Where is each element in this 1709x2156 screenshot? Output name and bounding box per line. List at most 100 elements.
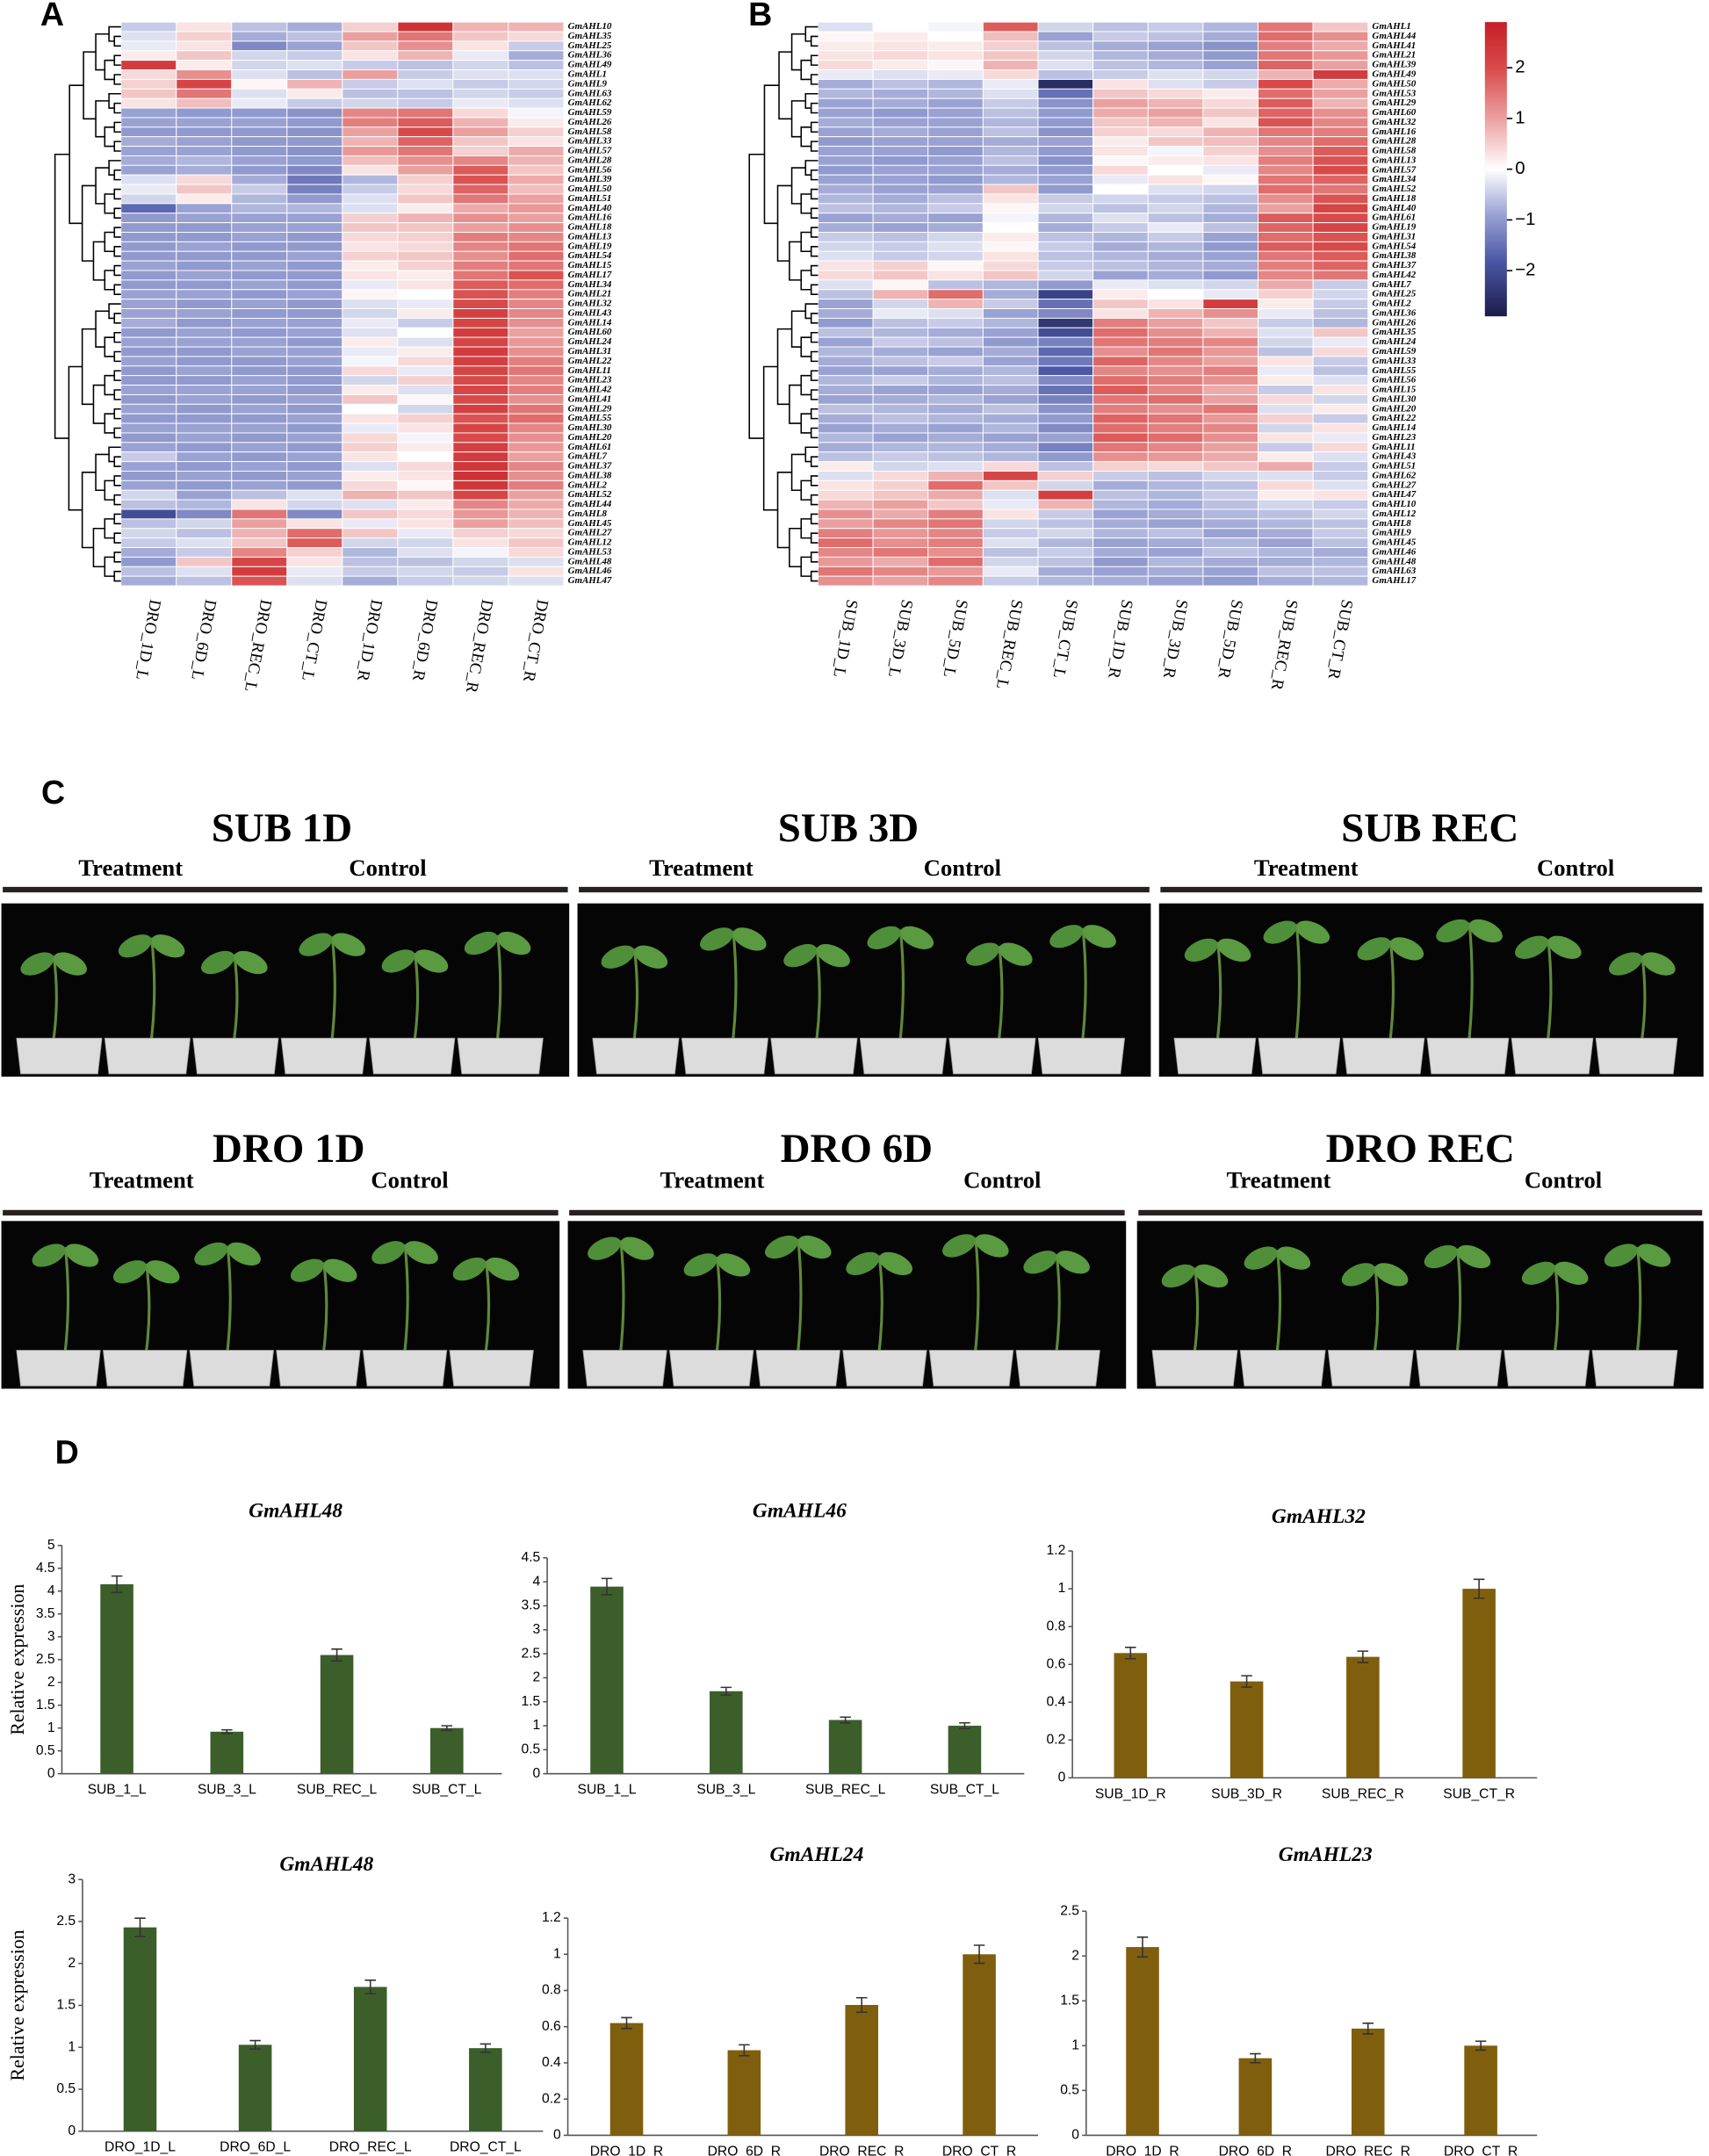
pot xyxy=(1327,1350,1414,1387)
heatmap-cell xyxy=(1147,250,1204,262)
heatmap-cell xyxy=(452,422,509,434)
heatmap-cell xyxy=(508,279,565,291)
plant-leaf xyxy=(53,952,87,976)
heatmap-cell xyxy=(231,393,288,405)
heatmap-cell xyxy=(1312,471,1369,481)
x-tick-label: DRO_REC_R xyxy=(819,2144,904,2156)
plant-leaf xyxy=(965,942,1000,966)
heatmap-cell xyxy=(1312,375,1369,386)
heatmap-cell xyxy=(1202,250,1258,262)
heatmap-cell xyxy=(1202,480,1258,491)
heatmap-cell xyxy=(286,575,343,587)
row-label: GmAHL58 xyxy=(568,126,612,137)
heatmap-cell xyxy=(1202,356,1258,367)
heatmap-cell xyxy=(1258,126,1314,138)
heatmap-cell xyxy=(1037,471,1094,481)
heatmap-cell xyxy=(927,480,984,491)
heatmap-cell xyxy=(231,174,288,185)
heatmap-cell xyxy=(231,471,288,481)
heatmap-cell xyxy=(982,537,1039,548)
dendrogram-branch xyxy=(113,74,121,85)
heatmap-cell xyxy=(1037,385,1094,395)
heatmap-cell xyxy=(927,432,984,443)
dendrogram-branch xyxy=(790,453,806,492)
heatmap-cell xyxy=(1092,97,1149,109)
heatmap-cell xyxy=(231,117,288,128)
dendrogram-branch xyxy=(92,527,105,568)
heatmap-cell xyxy=(927,21,984,32)
heatmap-cell xyxy=(818,126,874,138)
heatmap-cell xyxy=(818,289,874,300)
heatmap-cell xyxy=(1092,50,1149,61)
heatmap-cell xyxy=(286,203,343,214)
heatmap-cell xyxy=(1202,403,1258,415)
heatmap-cell xyxy=(120,451,177,463)
heatmap-cell xyxy=(508,299,565,309)
heatmap-cell xyxy=(872,97,929,109)
y-tick-label: 1 xyxy=(553,1946,561,1961)
heatmap-cell xyxy=(286,346,343,357)
heatmap-cell xyxy=(231,556,288,567)
pot xyxy=(1239,1350,1326,1387)
control-label: Control xyxy=(349,854,426,881)
heatmap-cell xyxy=(231,422,288,434)
heatmap-cell xyxy=(397,422,454,434)
heatmap-cell xyxy=(1092,88,1149,99)
heatmap-cell xyxy=(1147,385,1204,395)
plant-leaf xyxy=(415,949,449,973)
pot xyxy=(192,1037,279,1075)
heatmap-cell xyxy=(1147,317,1204,328)
heatmap-cell xyxy=(872,480,929,491)
heatmap-cell xyxy=(452,60,509,71)
heatmap-cell xyxy=(286,241,343,252)
heatmap-cell xyxy=(120,250,177,262)
y-tick-label: 1 xyxy=(68,2039,76,2054)
plant-leaf xyxy=(32,1244,66,1267)
heatmap-cell xyxy=(452,413,509,424)
heatmap-cell xyxy=(286,499,343,510)
heatmap-cell xyxy=(1312,365,1369,377)
heatmap-cell xyxy=(927,241,984,252)
heatmap-cell xyxy=(1092,556,1149,567)
heatmap-cell xyxy=(1258,356,1314,367)
dendrogram-branch xyxy=(762,365,778,511)
heatmap-cell xyxy=(1147,136,1204,148)
heatmap-cell xyxy=(508,575,565,587)
heatmap-cell xyxy=(120,308,177,319)
heatmap-cell xyxy=(1092,393,1149,405)
error-bar xyxy=(364,1979,376,1994)
error-bar xyxy=(739,2044,750,2057)
y-tick-label: 3 xyxy=(47,1629,55,1644)
plant-leaf xyxy=(846,1251,880,1275)
heatmap-cell xyxy=(231,232,288,242)
heatmap-cell xyxy=(1092,518,1149,530)
heatmap-cell xyxy=(1258,432,1314,443)
heatmap-cell xyxy=(120,413,177,424)
y-tick-label: 0 xyxy=(553,2128,561,2143)
heatmap-cell xyxy=(982,260,1039,271)
heatmap-cell xyxy=(508,566,565,577)
heatmap-cell xyxy=(1092,260,1149,271)
column-label: DRO_6D_R xyxy=(408,598,441,683)
heatmap-cell xyxy=(872,385,929,395)
heatmap-cell xyxy=(508,547,565,558)
heatmap-cell xyxy=(872,78,929,90)
bar xyxy=(727,2050,761,2136)
heatmap-cell xyxy=(872,107,929,119)
heatmap-cell xyxy=(176,184,233,195)
heatmap-cell xyxy=(927,508,984,520)
plant-leaf xyxy=(200,950,235,975)
heatmap-cell xyxy=(1258,393,1314,405)
heatmap-cell xyxy=(927,117,984,128)
heatmap-cell xyxy=(452,203,509,214)
heatmap-cell xyxy=(1202,346,1258,357)
row-label: GmAHL8 xyxy=(1372,518,1411,529)
bar xyxy=(963,1954,996,2136)
heatmap-cell xyxy=(1037,155,1094,166)
dendrogram-branch xyxy=(810,370,818,381)
heatmap-cell xyxy=(176,126,233,138)
error-bar xyxy=(1362,2023,1374,2035)
heatmap-cell xyxy=(397,107,454,119)
heatmap-cell xyxy=(1037,126,1094,138)
heatmap-cell xyxy=(508,356,565,367)
